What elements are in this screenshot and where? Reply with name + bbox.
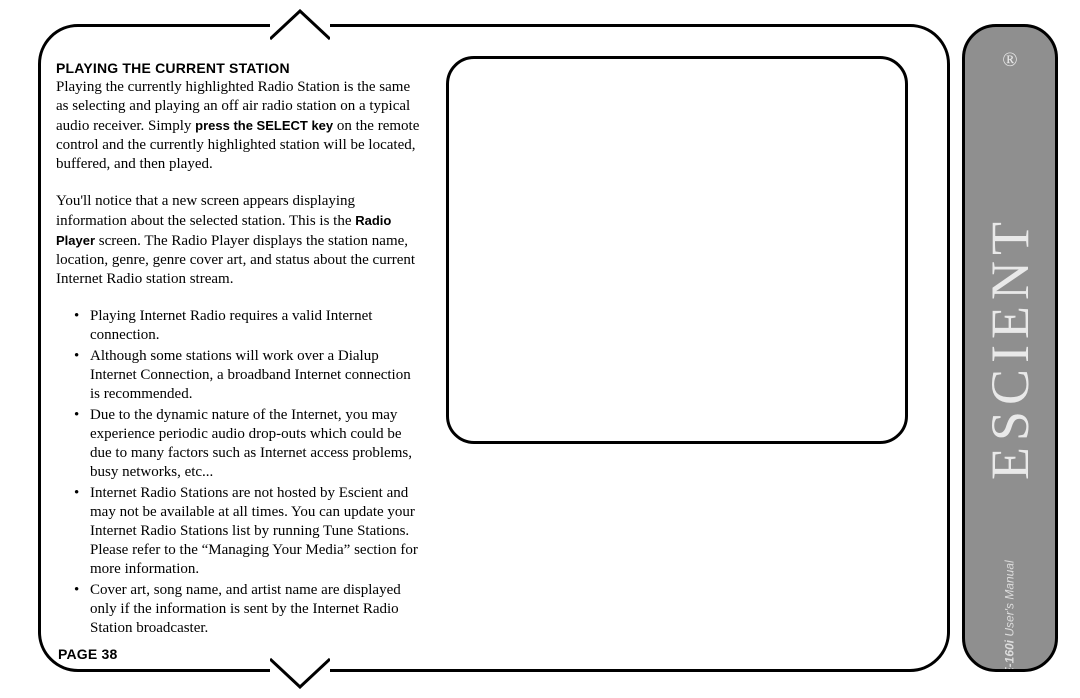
list-item: Playing Internet Radio requires a valid … xyxy=(56,307,424,345)
manual-title-a: FireBall™ SE-160i xyxy=(1003,637,1017,672)
escient-logo: ESCIENT xyxy=(979,216,1041,480)
registered-icon: ® xyxy=(1002,49,1017,72)
manual-title: FireBall™ SE-160i User's Manual xyxy=(1003,560,1018,672)
frame-notch-top xyxy=(270,9,330,41)
bullet-list: Playing Internet Radio requires a valid … xyxy=(56,307,424,638)
list-item: Cover art, song name, and artist name ar… xyxy=(56,581,424,638)
manual-title-b: User's Manual xyxy=(1003,560,1017,636)
para2-text-b: screen. The Radio Player displays the st… xyxy=(56,233,415,287)
para2-text-a: You'll notice that a new screen appears … xyxy=(56,193,355,229)
screen-placeholder xyxy=(446,56,908,444)
paragraph-1: Playing the currently highlighted Radio … xyxy=(56,78,426,174)
frame-notch-bottom xyxy=(270,657,330,689)
list-item: Internet Radio Stations are not hosted b… xyxy=(56,484,424,579)
content-column: PLAYING THE CURRENT STATION Playing the … xyxy=(56,60,946,650)
list-item: Although some stations will work over a … xyxy=(56,347,424,404)
para1-bold: press the SELECT key xyxy=(195,118,333,133)
page-number: PAGE 38 xyxy=(58,646,118,662)
list-item: Due to the dynamic nature of the Interne… xyxy=(56,406,424,482)
brand-sidebar: ® ESCIENT FireBall™ SE-160i User's Manua… xyxy=(962,24,1058,672)
paragraph-2: You'll notice that a new screen appears … xyxy=(56,192,426,289)
